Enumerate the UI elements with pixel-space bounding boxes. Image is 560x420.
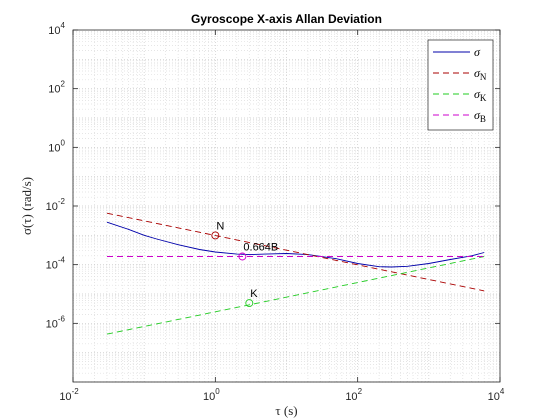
x-tick-label: 102	[345, 387, 362, 403]
y-tick-label: 102	[48, 80, 65, 96]
axis-tick-labels: 10-2 100 102 104 10-6 10-4 10-2 100 102 104	[46, 21, 505, 403]
axis-ticks	[72, 29, 501, 382]
legend-label-2: σK	[474, 87, 487, 103]
x-tick-label: 10-2	[59, 387, 79, 403]
series-line-1	[106, 212, 485, 292]
y-tick-label: 100	[48, 138, 65, 154]
legend-label-0: σ	[474, 45, 481, 59]
y-axis-label: σ(τ) (rad/s)	[19, 177, 34, 235]
y-tick-label: 10-6	[46, 314, 66, 330]
x-axis-label: τ (s)	[275, 403, 297, 418]
y-tick-label: 104	[48, 21, 65, 37]
marker-label-2: 0.664B	[243, 241, 278, 253]
marker-1	[245, 299, 254, 308]
marker-0	[211, 231, 220, 240]
series-line-2	[106, 256, 485, 335]
annotation-markers: N K 0.664B	[211, 220, 278, 308]
marker-label-0: N	[216, 220, 224, 232]
series-lines	[106, 212, 485, 335]
grid	[72, 30, 500, 383]
marker-2	[238, 252, 247, 261]
legend-label-1: σN	[474, 66, 487, 82]
chart-title: Gyroscope X-axis Allan Deviation	[191, 12, 382, 26]
x-tick-label: 100	[203, 387, 220, 403]
marker-label-1: K	[250, 288, 258, 300]
series-line-0	[106, 221, 485, 268]
y-tick-label: 10-2	[46, 197, 66, 213]
y-tick-label: 10-4	[46, 256, 66, 272]
x-tick-label: 104	[488, 387, 505, 403]
legend-label-3: σB	[474, 108, 486, 124]
legend: σ σN σK σB	[427, 39, 494, 131]
